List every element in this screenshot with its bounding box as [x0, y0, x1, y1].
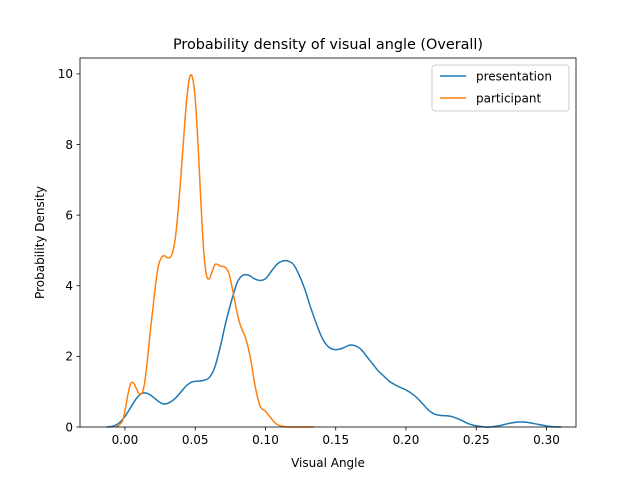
- y-tick-label: 8: [65, 138, 73, 152]
- y-tick-label: 4: [65, 279, 73, 293]
- x-tick-label: 0.20: [393, 433, 420, 447]
- chart-title: Probability density of visual angle (Ove…: [173, 37, 483, 53]
- x-axis-label: Visual Angle: [291, 456, 365, 470]
- y-tick-label: 2: [65, 350, 73, 364]
- y-tick-label: 10: [58, 67, 73, 81]
- x-tick-label: 0.25: [463, 433, 490, 447]
- x-tick-label: 0.05: [182, 433, 209, 447]
- legend-box: [431, 64, 570, 112]
- legend: presentation participant: [431, 64, 570, 112]
- y-tick-label: 0: [65, 420, 73, 434]
- x-tick-label: 0.30: [533, 433, 560, 447]
- x-axis-ticks: 0.00 0.05 0.10 0.15 0.20 0.25 0.30: [112, 427, 560, 447]
- x-tick-label: 0.15: [322, 433, 349, 447]
- x-tick-label: 0.00: [112, 433, 139, 447]
- legend-label-presentation: presentation: [476, 70, 552, 84]
- series-line-participant: [115, 74, 314, 428]
- y-axis-label: Probability Density: [33, 186, 47, 299]
- y-axis-ticks: 0 2 4 6 8 10: [58, 67, 80, 434]
- x-tick-label: 0.10: [252, 433, 279, 447]
- plot-frame: [79, 57, 577, 428]
- y-tick-label: 6: [65, 208, 73, 222]
- legend-label-participant: participant: [476, 92, 541, 106]
